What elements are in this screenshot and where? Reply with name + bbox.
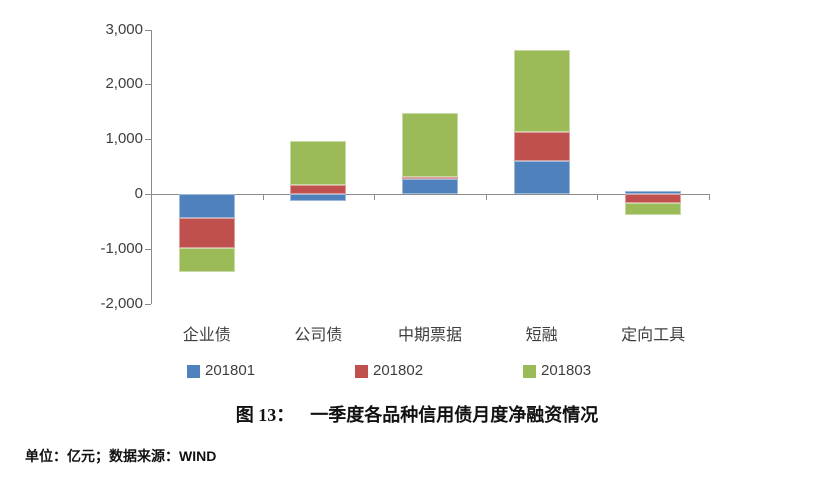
bar-segment-定向工具-201801: [625, 191, 682, 194]
x-axis-tick-mark: [597, 194, 599, 200]
bar-segment-短融-201802: [513, 131, 570, 162]
y-axis-line: [151, 29, 152, 304]
y-axis-tick-mark: [145, 303, 151, 305]
figure-caption: 图 13： 一季度各品种信用债月度净融资情况: [0, 401, 834, 427]
category-label-企业债: 企业债: [182, 327, 231, 344]
category-label-公司债: 公司债: [294, 327, 343, 344]
bar-segment-企业债-201802: [178, 218, 235, 248]
x-axis-tick-mark: [374, 194, 376, 200]
legend-item-201803: 201803: [523, 362, 591, 380]
y-axis-tick-label: -1,000: [100, 239, 143, 257]
stacked-bar-chart: 3,000 2,000 1,000 0 -1,000 -2,000 企业债 公司债 中期票据 短融…: [100, 20, 710, 380]
y-axis-tick-label: 1,000: [105, 130, 143, 148]
y-axis-tick-label: -2,000: [100, 294, 143, 312]
legend-label-201802: 201802: [373, 362, 424, 379]
y-axis-tick-label: 2,000: [105, 75, 143, 93]
y-axis-tick-mark: [145, 248, 151, 250]
source-note: 单位：亿元；数据来源：WIND: [25, 448, 217, 464]
x-axis-tick-mark: [485, 194, 487, 200]
figure-caption-number: 图 13：: [235, 405, 295, 425]
bar-segment-公司债-201801: [290, 194, 347, 202]
y-axis-tick-mark: [145, 29, 151, 31]
category-label-定向工具: 定向工具: [621, 327, 686, 344]
bar-segment-企业债-201801: [178, 194, 235, 219]
y-axis-tick-mark: [145, 194, 151, 195]
bar-segment-中期票据-201803: [402, 112, 458, 178]
bar-segment-中期票据-201802: [402, 177, 458, 180]
legend-item-201801: 201801: [187, 362, 255, 380]
y-axis-tick-mark: [145, 84, 151, 86]
bar-segment-定向工具-201802: [625, 194, 682, 203]
bar-segment-公司债-201802: [290, 184, 347, 194]
legend-item-201802: 201802: [355, 362, 423, 380]
legend-swatch-201802: [355, 364, 368, 378]
y-axis-tick-label: 3,000: [105, 20, 143, 38]
category-label-中期票据: 中期票据: [397, 327, 462, 344]
legend-label-201803: 201803: [541, 362, 592, 379]
bar-segment-短融-201801: [513, 161, 570, 194]
bar-segment-定向工具-201803: [625, 202, 682, 215]
x-axis-tick-mark: [709, 194, 710, 200]
bar-segment-中期票据-201801: [402, 179, 458, 194]
bar-segment-企业债-201803: [178, 247, 235, 273]
category-label-短融: 短融: [525, 327, 558, 344]
y-axis-tick-mark: [145, 139, 151, 141]
legend-label-201801: 201801: [205, 362, 256, 379]
bar-segment-公司债-201803: [290, 141, 347, 185]
legend-swatch-201803: [523, 364, 536, 378]
bar-segment-短融-201803: [513, 49, 570, 132]
figure-caption-title: 一季度各品种信用债月度净融资情况: [310, 405, 599, 425]
x-axis-tick-mark: [151, 194, 152, 200]
y-axis-tick-label: 0: [134, 185, 143, 202]
legend-swatch-201801: [187, 364, 200, 378]
x-axis-tick-mark: [262, 194, 264, 200]
x-axis-line: [151, 194, 709, 195]
